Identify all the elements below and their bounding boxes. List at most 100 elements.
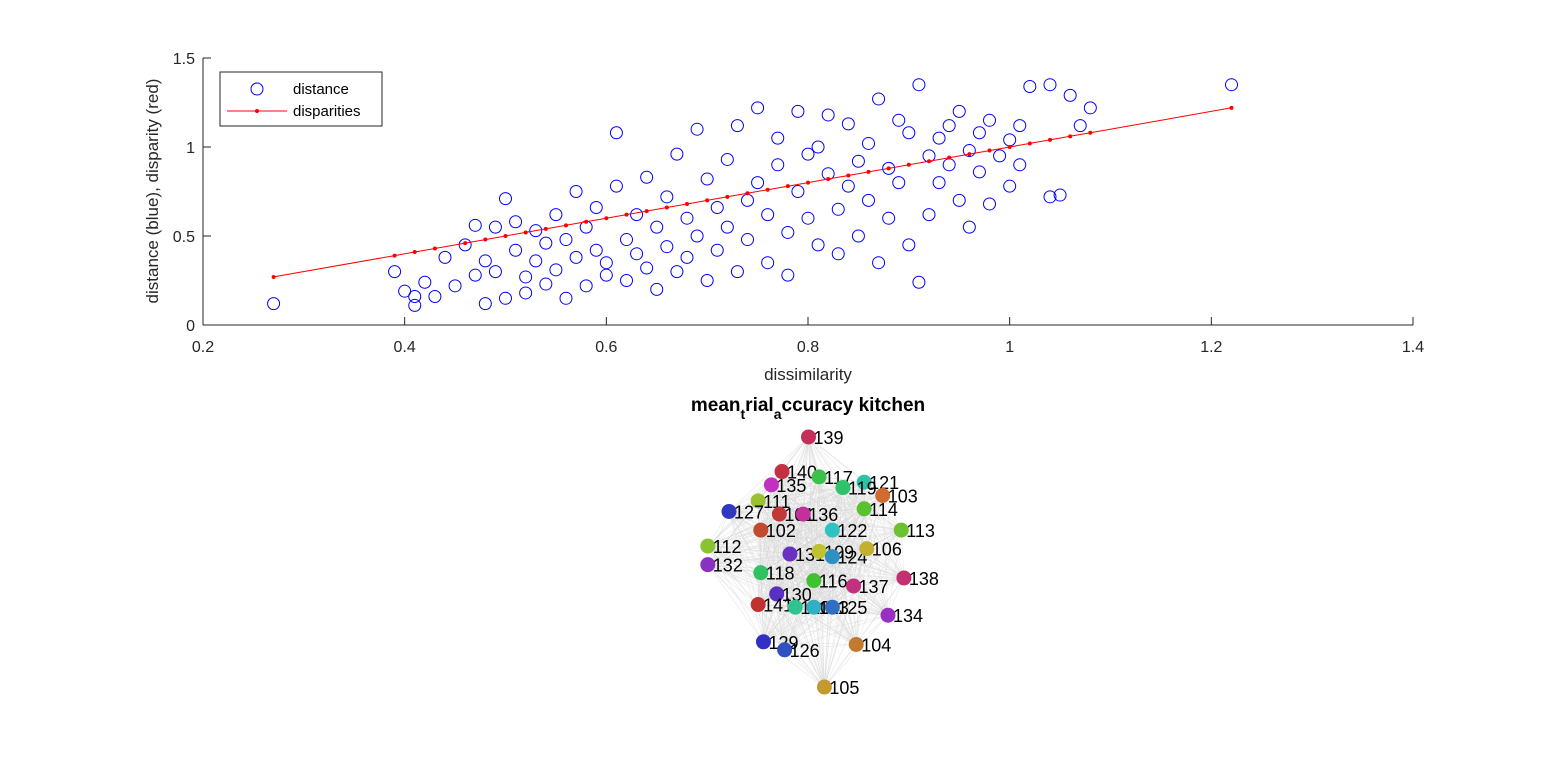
graph-edge — [763, 593, 777, 642]
distance-point — [539, 277, 553, 291]
distance-point — [640, 170, 654, 184]
distance-point — [902, 238, 916, 252]
graph-node-label: 124 — [837, 548, 867, 568]
graph-edge — [728, 436, 809, 512]
graph-edge — [855, 529, 902, 645]
disparity-point — [806, 180, 810, 185]
graph-nodes: 1391401171211351191031111271011361141021… — [700, 428, 939, 698]
disparity-point — [906, 162, 911, 167]
distance-point — [1073, 119, 1087, 133]
graph-node-label: 113 — [906, 521, 935, 541]
graph-edge — [863, 482, 902, 531]
distance-point — [892, 113, 906, 127]
distance-point — [509, 215, 523, 229]
y-tick-label: 1 — [186, 140, 195, 157]
graph-edge — [853, 585, 857, 645]
disparity-line — [271, 105, 1234, 279]
graph-node-marker — [824, 549, 840, 565]
distance-point — [680, 211, 694, 225]
graph-title-part: mean — [691, 395, 741, 416]
graph-node-marker — [896, 570, 912, 586]
graph-node: 114 — [856, 500, 898, 520]
distance-point — [1013, 119, 1027, 133]
distance-point — [609, 179, 623, 193]
legend: distance disparities — [219, 71, 383, 127]
distance-point — [1063, 88, 1077, 102]
distance-point — [519, 270, 533, 284]
graph-edge — [760, 572, 889, 616]
distance-point — [791, 185, 805, 198]
graph-node-marker — [835, 480, 851, 496]
graph-node-label: 119 — [848, 479, 877, 499]
graph-edge — [803, 508, 865, 515]
graph-edge — [853, 585, 889, 616]
distance-point — [609, 126, 623, 140]
distance-point — [549, 208, 563, 222]
graph-edge — [758, 500, 902, 531]
disparity-point — [432, 246, 437, 251]
distance-point — [408, 290, 422, 304]
graph-edge — [813, 577, 904, 581]
distance-point — [841, 179, 855, 193]
disparity-point — [1048, 137, 1052, 142]
distance-point — [650, 282, 664, 296]
graph-node: 111 — [750, 492, 791, 512]
graph-edge — [776, 593, 825, 688]
disparity-point — [392, 253, 397, 258]
graph-edge — [760, 471, 783, 573]
disparity-point — [271, 274, 276, 279]
disparity-point — [644, 209, 649, 214]
y-ticks: 0 0.5 1 1.5 — [173, 51, 211, 335]
graph-node-label: 140 — [787, 463, 817, 483]
distance-point — [589, 243, 603, 257]
graph-node-marker — [875, 488, 891, 503]
distance-point — [670, 147, 684, 161]
graph-node: 132 — [700, 556, 743, 576]
legend-distance-label: distance — [293, 81, 349, 98]
distance-point — [488, 220, 502, 234]
distance-point — [811, 238, 825, 252]
scatter-axes — [202, 58, 1413, 326]
disparity-point — [866, 169, 871, 174]
disparity-point — [543, 226, 548, 231]
distance-point — [912, 275, 926, 289]
distance-point — [660, 190, 674, 204]
graph-node: 130 — [769, 585, 812, 605]
legend-distance-marker — [250, 82, 264, 96]
graph-node-marker — [763, 477, 779, 493]
distance-point — [781, 225, 795, 239]
distance-point — [690, 229, 704, 243]
graph-node-marker — [795, 506, 811, 522]
distance-point — [549, 263, 563, 277]
graph-node-label: 121 — [869, 473, 899, 493]
disparity-point — [745, 191, 750, 196]
legend-box — [219, 71, 383, 127]
graph-edge — [758, 495, 883, 502]
graph-edge — [707, 511, 730, 565]
distance-point — [720, 220, 734, 234]
distance-point — [952, 104, 966, 118]
graph-edge — [855, 548, 868, 645]
graph-edge — [771, 484, 843, 488]
graph-node-label: 102 — [766, 521, 796, 541]
distance-point — [952, 193, 966, 207]
graph-node-label: 136 — [808, 505, 838, 525]
distance-point — [811, 140, 825, 154]
graph-edge — [771, 484, 902, 531]
distance-point — [751, 176, 765, 190]
distance-point — [972, 165, 986, 179]
disparity-point — [705, 198, 710, 203]
graph-edge — [707, 545, 814, 581]
graph-edge — [832, 487, 844, 557]
distance-point — [1013, 158, 1027, 172]
distance-point — [599, 268, 613, 282]
graph-edge — [707, 529, 761, 547]
distance-point — [801, 147, 815, 161]
graph-edge — [707, 508, 865, 565]
distance-point — [428, 290, 442, 304]
graph-node-marker — [846, 578, 862, 594]
x-tick-label: 0.6 — [595, 339, 617, 356]
y-tick-label: 1.5 — [173, 51, 195, 68]
